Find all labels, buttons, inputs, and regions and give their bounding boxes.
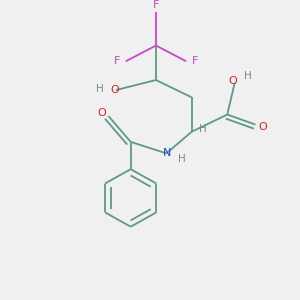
Text: H: H <box>199 124 207 134</box>
Text: H: H <box>178 154 186 164</box>
Text: N: N <box>163 148 171 158</box>
Text: O: O <box>110 85 119 95</box>
Text: F: F <box>114 56 121 66</box>
Text: F: F <box>191 56 198 66</box>
Text: H: H <box>244 71 252 81</box>
Text: O: O <box>259 122 267 133</box>
Text: O: O <box>229 76 238 86</box>
Text: H: H <box>96 84 103 94</box>
Text: F: F <box>153 0 159 10</box>
Text: O: O <box>98 107 106 118</box>
